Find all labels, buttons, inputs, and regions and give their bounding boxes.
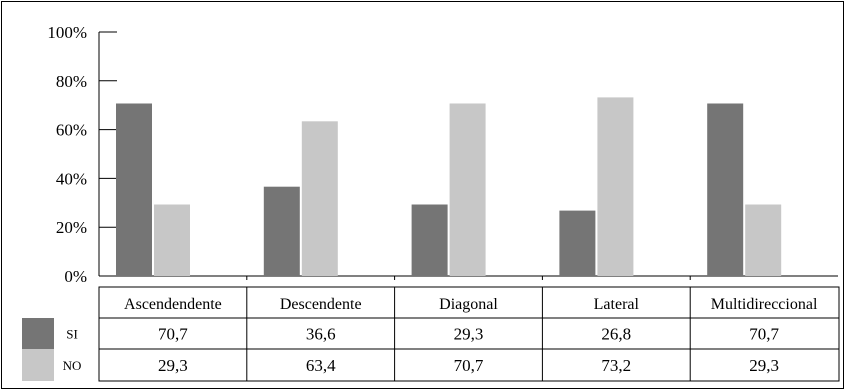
y-tick-label: 40% bbox=[56, 169, 87, 188]
data-label-no: 29,3 bbox=[749, 356, 779, 375]
legend-label-si: SI bbox=[66, 327, 78, 342]
bar-no bbox=[449, 103, 486, 276]
data-table-border bbox=[98, 286, 840, 382]
data-label-si: 70,7 bbox=[158, 325, 188, 344]
category-label: Descendente bbox=[280, 296, 362, 313]
legend-swatch-no bbox=[22, 349, 54, 381]
bar-si bbox=[116, 103, 152, 276]
data-label-si: 36,6 bbox=[306, 325, 336, 344]
y-tick-label: 60% bbox=[56, 121, 87, 140]
legend-label-no: NO bbox=[63, 358, 82, 373]
legend-swatch-si bbox=[22, 318, 54, 349]
data-label-no: 63,4 bbox=[306, 356, 336, 375]
data-label-no: 29,3 bbox=[158, 356, 188, 375]
bar-no bbox=[597, 97, 634, 276]
category-label: Multidireccional bbox=[711, 296, 818, 313]
y-tick-label: 20% bbox=[56, 218, 87, 237]
bar-si bbox=[411, 204, 448, 276]
bar-si bbox=[707, 103, 744, 276]
y-tick-label: 80% bbox=[56, 72, 87, 91]
bar-si bbox=[263, 186, 300, 276]
y-tick-labels: 0% 20% 40% 60% 80% 100% bbox=[47, 23, 87, 286]
category-label: Diagonal bbox=[439, 296, 498, 313]
data-label-si: 29,3 bbox=[454, 325, 484, 344]
data-table: Ascendendente Descendente Diagonal Lateral M… bbox=[22, 286, 840, 382]
bar-no bbox=[301, 121, 338, 276]
data-label-no: 73,2 bbox=[601, 356, 631, 375]
chart-bars bbox=[116, 97, 782, 276]
bar-no bbox=[154, 204, 190, 276]
data-label-si: 26,8 bbox=[601, 325, 631, 344]
y-tick-label: 0% bbox=[64, 267, 87, 286]
bar-no bbox=[745, 204, 782, 276]
bar-si bbox=[559, 210, 596, 276]
y-tick-label: 100% bbox=[47, 23, 87, 42]
data-label-no: 70,7 bbox=[454, 356, 484, 375]
data-label-si: 70,7 bbox=[749, 325, 779, 344]
category-label: Lateral bbox=[594, 296, 640, 313]
category-label: Ascendendente bbox=[124, 296, 222, 313]
